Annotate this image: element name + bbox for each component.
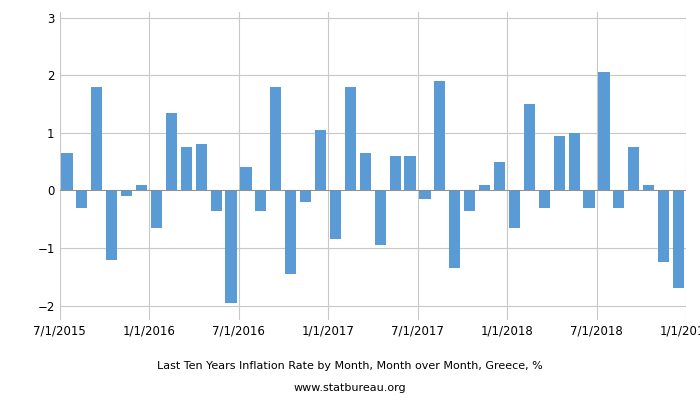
Bar bbox=[509, 190, 520, 228]
Bar bbox=[405, 156, 416, 190]
Text: www.statbureau.org: www.statbureau.org bbox=[294, 383, 406, 393]
Bar bbox=[300, 190, 312, 202]
Bar bbox=[374, 190, 386, 245]
Text: Last Ten Years Inflation Rate by Month, Month over Month, Greece, %: Last Ten Years Inflation Rate by Month, … bbox=[157, 361, 543, 371]
Bar bbox=[658, 190, 669, 262]
Bar bbox=[285, 190, 296, 274]
Bar bbox=[240, 168, 251, 190]
Bar bbox=[434, 81, 445, 190]
Bar bbox=[360, 153, 371, 190]
Bar bbox=[494, 162, 505, 190]
Bar bbox=[136, 185, 147, 190]
Bar bbox=[195, 144, 206, 190]
Bar bbox=[613, 190, 624, 208]
Bar bbox=[76, 190, 88, 208]
Bar bbox=[389, 156, 400, 190]
Bar bbox=[315, 130, 326, 190]
Bar bbox=[524, 104, 535, 190]
Bar bbox=[464, 190, 475, 211]
Bar bbox=[151, 190, 162, 228]
Bar bbox=[539, 190, 550, 208]
Bar bbox=[270, 87, 281, 190]
Bar bbox=[91, 87, 102, 190]
Bar bbox=[345, 87, 356, 190]
Bar bbox=[479, 185, 490, 190]
Bar bbox=[449, 190, 461, 268]
Bar bbox=[554, 136, 565, 190]
Bar bbox=[673, 190, 684, 288]
Bar bbox=[598, 72, 610, 190]
Bar bbox=[583, 190, 594, 208]
Bar bbox=[330, 190, 341, 240]
Bar bbox=[256, 190, 267, 211]
Bar bbox=[643, 185, 655, 190]
Bar bbox=[62, 153, 73, 190]
Bar bbox=[568, 133, 580, 190]
Bar bbox=[628, 147, 639, 190]
Bar bbox=[166, 113, 177, 190]
Bar bbox=[121, 190, 132, 196]
Bar bbox=[211, 190, 222, 211]
Bar bbox=[419, 190, 430, 199]
Bar bbox=[106, 190, 118, 260]
Bar bbox=[181, 147, 192, 190]
Bar bbox=[225, 190, 237, 303]
